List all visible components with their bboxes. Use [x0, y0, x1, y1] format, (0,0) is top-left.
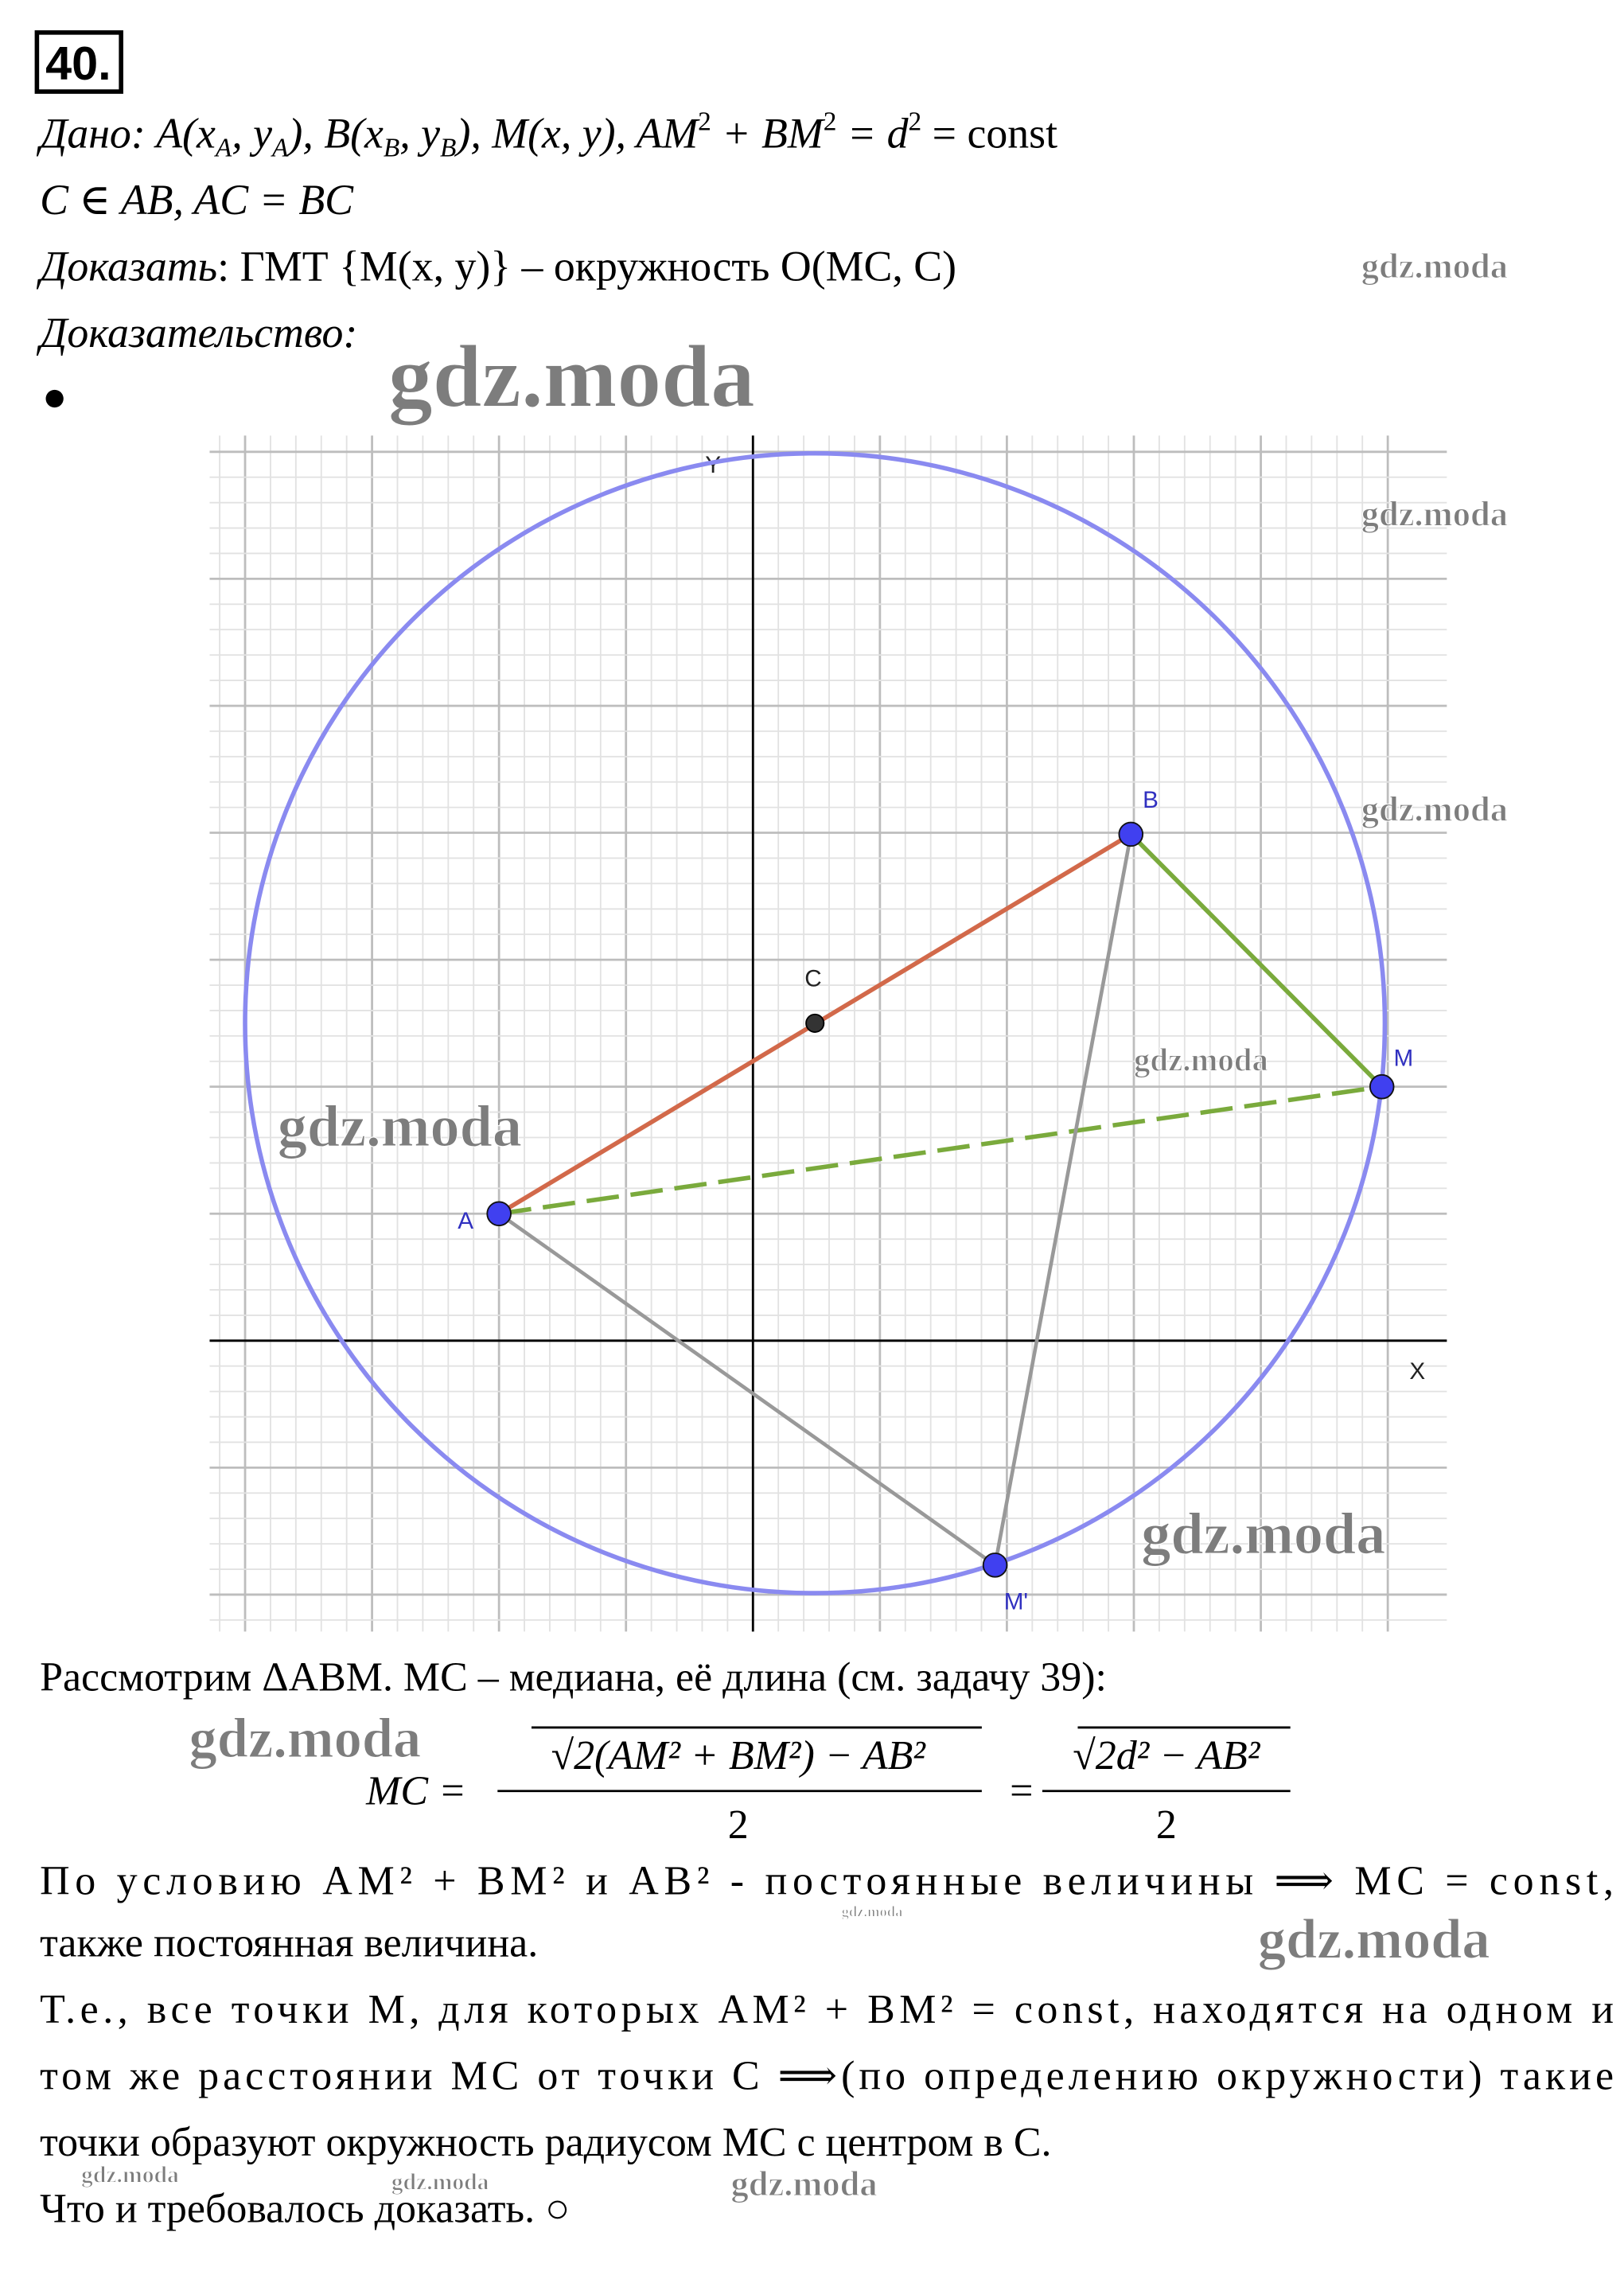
label-m: M [1394, 1046, 1414, 1072]
label-c: C [804, 965, 821, 991]
point-c [805, 1013, 825, 1033]
prove-label: Доказать [36, 243, 217, 290]
body-line: Т.е., все точки M, для которых AM² + BM²… [40, 1987, 1614, 2032]
watermark: gdz.moda [388, 328, 755, 426]
math: , y [399, 110, 440, 158]
segment-am [498, 1084, 1383, 1216]
math: ), M(x, y), AM [454, 110, 700, 158]
sub: A [214, 134, 232, 163]
math: : A(x [131, 110, 216, 158]
watermark: gdz.moda [391, 2170, 489, 2195]
sup: 2 [909, 107, 922, 136]
watermark: gdz.moda [1258, 1908, 1490, 1970]
math: + BM [711, 110, 826, 158]
sup: 2 [824, 107, 837, 136]
math: = const [921, 110, 1057, 158]
body-line: том же расстоянии MC от точки C ⟹(по опр… [40, 2054, 1614, 2099]
point-m [1369, 1073, 1395, 1100]
sub: B [384, 134, 399, 163]
given-label: Дано [36, 110, 131, 158]
body-line: точки образуют окружность радиусом MC с … [40, 2120, 1051, 2165]
label-m-prime: M' [1004, 1588, 1028, 1615]
intro: Рассмотрим ΔABM. MC – медиана, её длина … [40, 1655, 1107, 1700]
watermark: gdz.moda [730, 2164, 877, 2203]
label-a: A [458, 1208, 473, 1234]
segment-bm-prime [993, 833, 1133, 1566]
watermark: gdz.moda [278, 1094, 522, 1159]
watermark: gdz.moda [1141, 1502, 1385, 1567]
formula-denominator: 2 [1156, 1802, 1177, 1848]
sub: B [440, 134, 456, 163]
x-axis-label: X [1409, 1358, 1425, 1385]
proof-label: Доказательство: [36, 309, 357, 356]
formula-denominator: 2 [728, 1802, 749, 1848]
grid [209, 435, 1447, 1632]
watermark: gdz.moda [1134, 1042, 1268, 1077]
prove-text: : ГМТ {M(x, y)} – окружность O(MC, C) [217, 243, 956, 290]
math: ), B(x [286, 110, 384, 158]
given-line: Дано: A(xA, yA), B(xB, yB), M(x, y), AM2… [36, 107, 1057, 162]
y-axis-label: Y [705, 452, 721, 478]
prove-line: Доказать: ГМТ {M(x, y)} – окружность O(M… [36, 243, 956, 290]
task-number: 40. [45, 37, 111, 90]
body-line: Что и требовалось доказать. ○ [40, 2187, 570, 2232]
formula-numerator: √2(AM² + BM²) − AB² [551, 1733, 927, 1778]
bullet [45, 389, 64, 408]
math: , y [232, 110, 272, 158]
sup: 2 [698, 107, 711, 136]
point-a [486, 1201, 512, 1227]
point-b [1118, 821, 1144, 847]
watermark: gdz.moda [189, 1708, 421, 1770]
point-m-prime [982, 1552, 1008, 1578]
math: = d [836, 110, 909, 158]
watermark: gdz.moda [1361, 789, 1508, 829]
formula-numerator: √2d² − AB² [1073, 1733, 1261, 1778]
watermark: gdz.moda [842, 1903, 903, 1920]
formula-equals: = [1010, 1768, 1033, 1813]
label-b: B [1143, 787, 1159, 813]
given-line-2: C ∈ AB, AC = BC [40, 176, 354, 224]
watermark: gdz.moda [81, 2162, 179, 2187]
locus-circle [243, 450, 1388, 1595]
sub: A [271, 134, 289, 163]
segment-bm [1129, 832, 1384, 1089]
body-line: По условию AM² + BM² и AB² - постоянные … [40, 1859, 1614, 1904]
formula-lhs: MC = [365, 1768, 466, 1813]
number-box [34, 30, 123, 94]
watermark: gdz.moda [1361, 246, 1508, 286]
watermark: gdz.moda [1361, 494, 1508, 534]
body-line: также постоянная величина. [40, 1921, 538, 1966]
segment-am-prime [497, 1212, 996, 1567]
